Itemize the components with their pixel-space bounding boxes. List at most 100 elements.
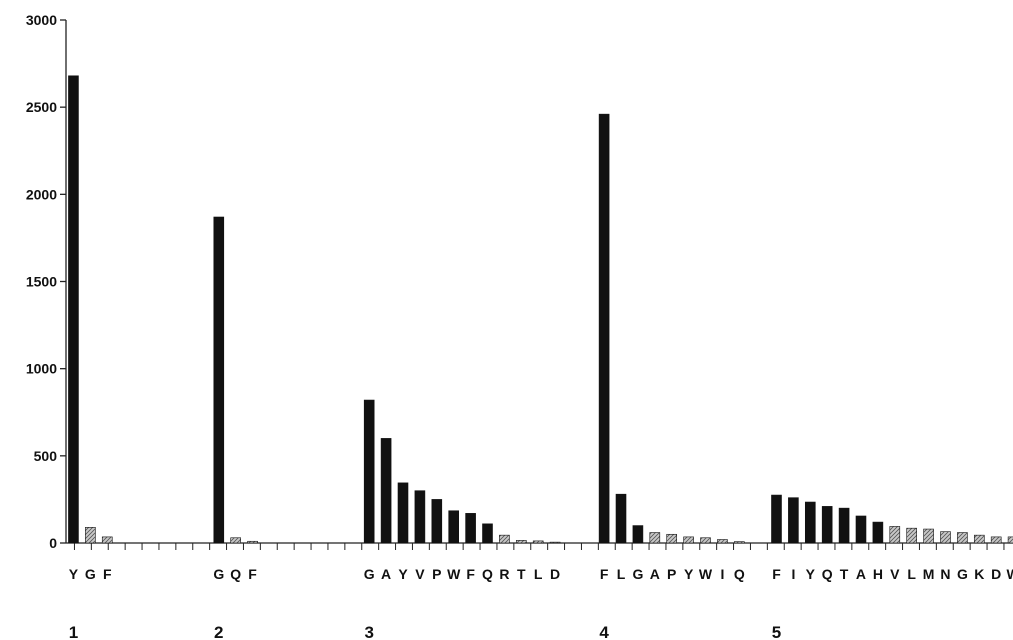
bar [465,513,476,544]
category-label: Y [398,566,408,582]
bar [380,438,392,544]
bar [213,216,225,544]
y-tick-label: 1500 [26,274,57,290]
bar [515,540,527,544]
bar [821,506,833,544]
category-label: L [617,566,626,582]
bar [973,534,985,544]
category-label: W [447,566,461,582]
category-label: K [974,566,984,582]
category-label: Q [230,566,241,582]
category-label: A [381,566,391,582]
bar [771,494,782,544]
bar [632,525,644,544]
bar [230,537,241,544]
bar [363,399,375,544]
bar [940,531,951,544]
category-label: I [720,566,724,582]
category-label: G [85,566,96,582]
category-label: F [103,566,112,582]
bar [683,536,694,544]
category-label: G [957,566,968,582]
category-label: T [840,566,849,582]
category-label: A [856,566,866,582]
category-label: L [534,566,543,582]
category-label: P [667,566,676,582]
bar [598,113,610,544]
bar [615,493,627,544]
category-label: Q [482,566,493,582]
category-label: A [650,566,660,582]
category-label: D [991,566,1001,582]
bar [68,75,79,544]
category-label: T [517,566,526,582]
category-label: Y [806,566,816,582]
category-label: R [499,566,509,582]
x-axis [66,542,1013,550]
category-label: V [890,566,900,582]
category-label: W [1006,566,1013,582]
bar [717,539,728,544]
category-label: Q [734,566,745,582]
bar [247,540,258,544]
bar [101,536,113,544]
category-label: F [772,566,781,582]
bar [872,521,884,544]
category-label: M [923,566,935,582]
bar [448,510,460,544]
category-label: P [432,566,441,582]
bar [923,528,934,544]
bar [649,532,661,544]
bar [804,501,816,544]
bar [889,526,901,544]
bar [855,515,867,544]
bars [68,75,1013,544]
bar [499,534,510,544]
group-label: 4 [599,623,609,640]
y-tick-label: 2500 [26,99,57,115]
y-tick-label: 0 [49,535,57,551]
category-label: Y [684,566,694,582]
category-label: Q [822,566,833,582]
bar [397,482,409,544]
bar [734,541,745,544]
y-tick-label: 2000 [26,186,57,202]
y-tick-label: 3000 [26,12,57,28]
bar [957,532,968,544]
category-label: H [873,566,883,582]
category-label: F [248,566,257,582]
bar [549,541,561,544]
category-label: G [632,566,643,582]
bar [666,533,678,544]
category-label: W [699,566,713,582]
y-axis: 0 500 1000 1500 2000 2500 3000 [26,12,67,551]
category-label: G [364,566,375,582]
group-label: 3 [364,623,373,640]
group-labels: 1 2 3 4 5 [69,623,782,640]
bar [1007,536,1013,544]
bar [85,527,96,544]
bar [906,527,917,544]
group-label: 2 [214,623,223,640]
bar [414,490,426,544]
bar [990,536,1002,544]
group-label: 1 [69,623,78,640]
category-label: F [600,566,609,582]
category-label: L [907,566,916,582]
group-label: 5 [772,623,781,640]
bar [788,497,799,544]
bar [700,537,711,544]
bar [431,499,443,544]
category-label: I [791,566,795,582]
category-label: V [415,566,425,582]
bar [482,523,493,544]
y-tick-label: 1000 [26,361,57,377]
y-tick-label: 500 [34,448,58,464]
bar [838,507,850,544]
bar [532,540,544,544]
category-label: F [466,566,475,582]
category-label: D [550,566,560,582]
category-label: G [213,566,224,582]
